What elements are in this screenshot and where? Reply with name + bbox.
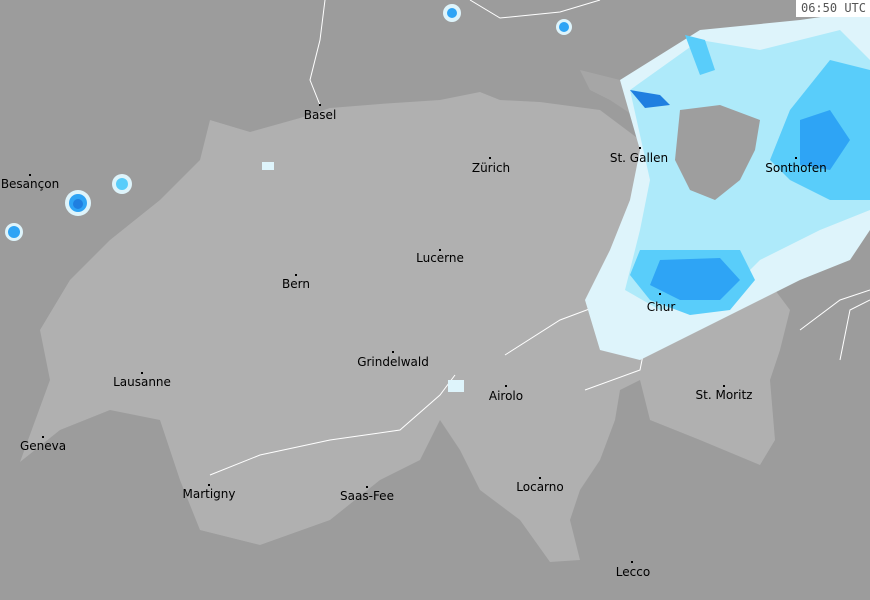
switzerland-region bbox=[20, 92, 790, 562]
city-st-gallen: St. Gallen bbox=[610, 147, 668, 165]
city-locarno: Locarno bbox=[516, 477, 564, 494]
city-basel: Basel bbox=[304, 104, 337, 122]
city-st-moritz: St. Moritz bbox=[696, 385, 753, 402]
city-dot bbox=[366, 486, 368, 488]
city-dot bbox=[795, 157, 797, 159]
city-lecco: Lecco bbox=[616, 561, 650, 579]
city-lucerne: Lucerne bbox=[416, 249, 464, 265]
city-grindelwald: Grindelwald bbox=[357, 351, 429, 369]
city-label: Besançon bbox=[1, 177, 59, 191]
city-label: St. Gallen bbox=[610, 151, 668, 165]
city-label: Locarno bbox=[516, 480, 563, 494]
radar-precipitation bbox=[5, 4, 870, 392]
city-z-rich: Zürich bbox=[472, 157, 510, 175]
city-dot bbox=[489, 157, 491, 159]
city-airolo: Airolo bbox=[489, 385, 523, 403]
city-besan-on: Besançon bbox=[1, 174, 59, 191]
city-label: Geneva bbox=[20, 439, 66, 453]
city-dot bbox=[141, 372, 143, 374]
city-dot bbox=[439, 249, 441, 251]
city-label: Basel bbox=[304, 108, 337, 122]
city-label: Bern bbox=[282, 277, 310, 291]
city-dot bbox=[505, 385, 507, 387]
city-labels: Basel Zürich St. Gallen Sonthofen Besançon Lu… bbox=[1, 104, 827, 579]
city-label: St. Moritz bbox=[696, 388, 753, 402]
city-label: Lausanne bbox=[113, 375, 171, 389]
borders bbox=[209, 0, 870, 476]
city-lausanne: Lausanne bbox=[113, 372, 171, 389]
city-label: Lucerne bbox=[416, 251, 464, 265]
city-dot bbox=[295, 274, 297, 276]
city-dot bbox=[639, 147, 641, 149]
city-dot bbox=[42, 436, 44, 438]
city-saas-fee: Saas-Fee bbox=[340, 486, 394, 503]
city-dot bbox=[539, 477, 541, 479]
city-label: Martigny bbox=[182, 487, 235, 501]
city-label: Lecco bbox=[616, 565, 650, 579]
city-sonthofen: Sonthofen bbox=[765, 157, 827, 175]
city-bern: Bern bbox=[282, 274, 310, 291]
city-dot bbox=[659, 293, 661, 295]
timestamp-label: 06:50 UTC bbox=[795, 0, 870, 17]
city-dot bbox=[631, 561, 633, 563]
city-label: Zürich bbox=[472, 161, 510, 175]
city-martigny: Martigny bbox=[182, 484, 236, 501]
city-label: Sonthofen bbox=[765, 161, 826, 175]
city-dot bbox=[392, 351, 394, 353]
city-dot bbox=[319, 104, 321, 106]
city-dot bbox=[29, 174, 31, 176]
city-geneva: Geneva bbox=[20, 436, 66, 453]
city-label: Chur bbox=[647, 300, 676, 314]
city-dot bbox=[208, 484, 210, 486]
city-label: Saas-Fee bbox=[340, 489, 394, 503]
city-chur: Chur bbox=[647, 293, 676, 314]
city-label: Airolo bbox=[489, 389, 523, 403]
city-dot bbox=[723, 385, 725, 387]
city-label: Grindelwald bbox=[357, 355, 429, 369]
